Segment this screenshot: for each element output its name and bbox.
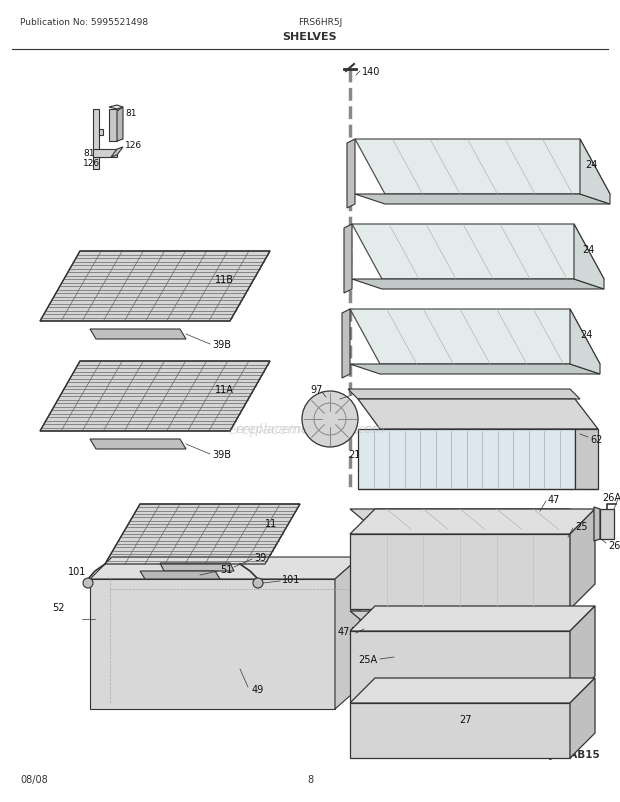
Polygon shape: [575, 429, 598, 489]
Polygon shape: [140, 571, 220, 579]
Polygon shape: [358, 399, 598, 429]
Text: 51: 51: [220, 565, 232, 574]
Text: 27: 27: [459, 714, 471, 724]
Polygon shape: [350, 631, 570, 701]
Polygon shape: [350, 678, 595, 703]
Polygon shape: [358, 429, 575, 489]
Text: 39B: 39B: [212, 339, 231, 350]
Text: 26: 26: [608, 541, 620, 550]
Text: 81: 81: [83, 149, 94, 158]
Text: N58SJCAAB15: N58SJCAAB15: [520, 749, 600, 759]
Polygon shape: [99, 130, 103, 136]
Polygon shape: [109, 110, 117, 142]
Text: 62: 62: [590, 435, 603, 444]
Text: 47A: 47A: [338, 626, 357, 636]
Polygon shape: [570, 310, 600, 375]
Text: 24: 24: [582, 245, 595, 255]
Text: 123: 123: [318, 395, 337, 404]
Text: 101: 101: [68, 566, 86, 577]
Text: 25: 25: [575, 521, 588, 532]
Polygon shape: [348, 390, 580, 399]
Text: 81: 81: [125, 109, 136, 119]
Text: 39B: 39B: [212, 449, 231, 460]
Polygon shape: [40, 252, 270, 322]
Polygon shape: [111, 148, 123, 158]
Text: 52: 52: [52, 602, 64, 612]
Polygon shape: [105, 504, 300, 565]
Polygon shape: [90, 439, 186, 449]
Polygon shape: [355, 195, 610, 205]
Text: SHELVES: SHELVES: [283, 32, 337, 42]
Text: 101: 101: [282, 574, 300, 585]
Polygon shape: [352, 225, 604, 280]
Text: ereplacementparts.com: ereplacementparts.com: [235, 423, 385, 436]
Polygon shape: [93, 110, 99, 170]
Polygon shape: [570, 509, 595, 610]
Text: 08/08: 08/08: [20, 774, 48, 784]
Text: 39: 39: [254, 553, 266, 562]
Polygon shape: [350, 611, 595, 631]
Polygon shape: [600, 509, 614, 539]
Text: 26A: 26A: [602, 492, 620, 502]
Polygon shape: [117, 107, 123, 142]
Polygon shape: [40, 362, 270, 431]
Text: 47: 47: [548, 494, 560, 504]
Text: 11B: 11B: [215, 274, 234, 285]
Polygon shape: [574, 225, 604, 290]
Polygon shape: [350, 509, 595, 529]
Polygon shape: [350, 534, 570, 610]
Polygon shape: [347, 140, 355, 209]
Circle shape: [253, 578, 263, 588]
Polygon shape: [580, 140, 610, 205]
Text: 11A: 11A: [215, 384, 234, 395]
Text: 49: 49: [252, 684, 264, 695]
Polygon shape: [93, 150, 117, 158]
Text: 97: 97: [310, 384, 322, 395]
Text: 126: 126: [83, 160, 100, 168]
Polygon shape: [160, 563, 234, 571]
Circle shape: [83, 578, 93, 588]
Polygon shape: [109, 106, 123, 110]
Polygon shape: [90, 557, 360, 579]
Polygon shape: [90, 579, 335, 709]
Polygon shape: [342, 310, 350, 379]
Text: 42: 42: [312, 424, 324, 435]
Polygon shape: [344, 225, 352, 294]
Polygon shape: [570, 606, 595, 701]
Polygon shape: [594, 508, 600, 541]
Polygon shape: [352, 280, 604, 290]
Text: Publication No: 5995521498: Publication No: 5995521498: [20, 18, 148, 27]
Text: 11: 11: [265, 518, 277, 529]
Polygon shape: [350, 509, 595, 534]
Text: 21: 21: [348, 449, 360, 460]
Text: 42: 42: [312, 407, 324, 416]
Text: 126: 126: [125, 141, 142, 150]
Polygon shape: [335, 557, 360, 709]
Polygon shape: [350, 365, 600, 375]
Polygon shape: [350, 606, 595, 631]
Polygon shape: [90, 330, 186, 339]
Text: 25A: 25A: [358, 654, 377, 664]
Polygon shape: [570, 678, 595, 758]
Text: ereplacementparts.com: ereplacementparts.com: [227, 423, 393, 436]
Text: 8: 8: [307, 774, 313, 784]
Polygon shape: [350, 703, 570, 758]
Text: 24: 24: [580, 330, 592, 339]
Circle shape: [302, 391, 358, 448]
Text: FRS6HR5J: FRS6HR5J: [298, 18, 342, 27]
Text: 24: 24: [585, 160, 598, 170]
Polygon shape: [350, 310, 600, 365]
Polygon shape: [355, 140, 610, 195]
Text: 140: 140: [362, 67, 381, 77]
